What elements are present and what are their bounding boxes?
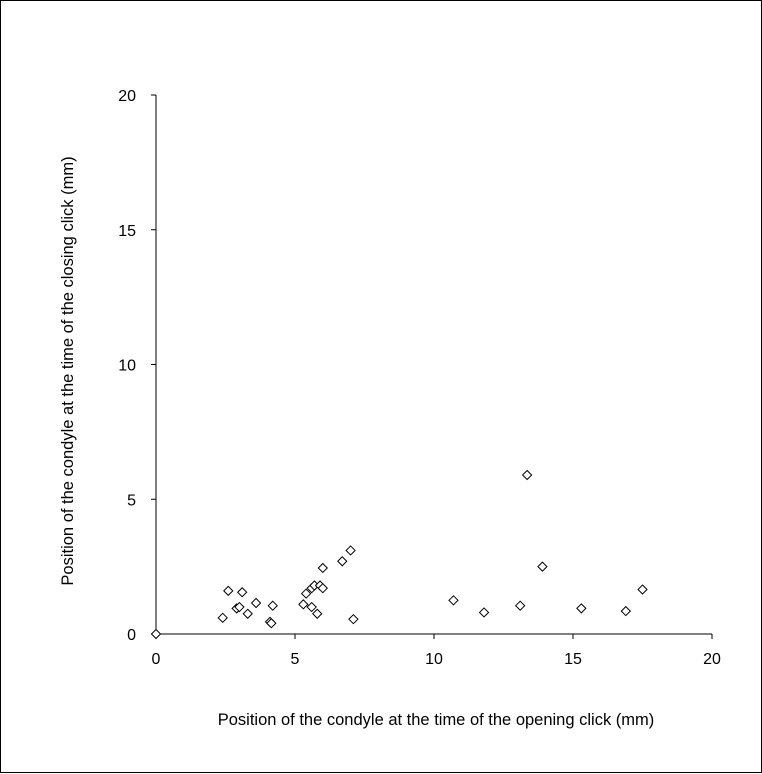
- data-point: [637, 584, 648, 595]
- y-axis-label: Position of the condyle at the time of t…: [59, 156, 77, 585]
- y-tick-label: 5: [127, 492, 136, 509]
- y-tick-label: 20: [118, 88, 136, 105]
- data-point: [298, 599, 309, 610]
- data-point: [250, 597, 262, 609]
- data-point: [312, 608, 323, 619]
- data-point: [348, 613, 359, 625]
- data-point: [150, 628, 162, 640]
- x-axis-label: Position of the condyle at the time of t…: [218, 711, 655, 729]
- data-point: [266, 618, 277, 629]
- y-tick-label: 15: [118, 223, 136, 240]
- data-point: [300, 588, 312, 599]
- data-point: [317, 562, 329, 574]
- data-point: [306, 601, 317, 613]
- data-point: [345, 545, 356, 556]
- x-tick-label: 20: [703, 651, 721, 668]
- y-tick-label: 10: [118, 358, 136, 375]
- x-tick-label: 5: [291, 651, 300, 668]
- data-point: [576, 603, 587, 614]
- data-point: [217, 612, 228, 624]
- data-point: [448, 595, 459, 606]
- data-point: [317, 582, 329, 594]
- x-axis-ticks: 0 5 10 15 20: [152, 634, 721, 668]
- data-point: [537, 561, 548, 572]
- data-point: [478, 607, 490, 618]
- x-tick-label: 10: [425, 651, 443, 668]
- data-point: [267, 600, 278, 611]
- data-points: [150, 469, 648, 640]
- data-point: [337, 556, 348, 567]
- data-point: [234, 601, 245, 613]
- data-point: [521, 469, 533, 481]
- y-axis-ticks: 0 5 10 15 20: [118, 88, 156, 644]
- data-point: [242, 608, 253, 619]
- y-tick-label: 0: [127, 627, 136, 644]
- axes: [155, 95, 712, 635]
- data-point: [236, 587, 248, 598]
- data-point: [223, 585, 234, 597]
- data-point: [620, 605, 632, 617]
- x-tick-label: 0: [152, 651, 161, 668]
- x-tick-label: 15: [564, 651, 582, 668]
- data-point: [514, 600, 526, 611]
